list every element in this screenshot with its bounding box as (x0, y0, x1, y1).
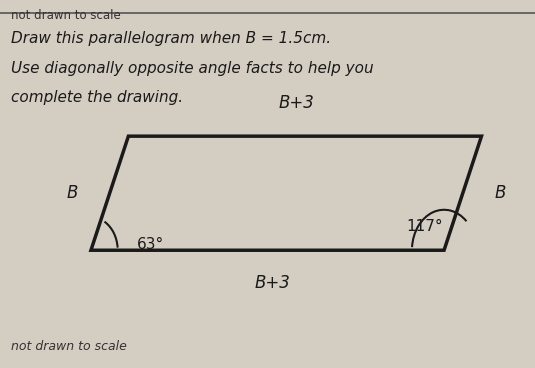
Text: Use diagonally opposite angle facts to help you: Use diagonally opposite angle facts to h… (11, 61, 373, 76)
Text: not drawn to scale: not drawn to scale (11, 340, 127, 353)
Text: not drawn to scale: not drawn to scale (11, 9, 120, 22)
Text: B+3: B+3 (255, 274, 291, 292)
Text: 117°: 117° (407, 219, 443, 234)
Text: B: B (495, 184, 506, 202)
Polygon shape (91, 136, 482, 250)
Text: complete the drawing.: complete the drawing. (11, 90, 183, 105)
Text: B: B (66, 184, 78, 202)
Text: Draw this parallelogram when B = 1.5cm.: Draw this parallelogram when B = 1.5cm. (11, 31, 331, 46)
Text: 63°: 63° (136, 237, 164, 252)
Text: B+3: B+3 (279, 94, 315, 112)
